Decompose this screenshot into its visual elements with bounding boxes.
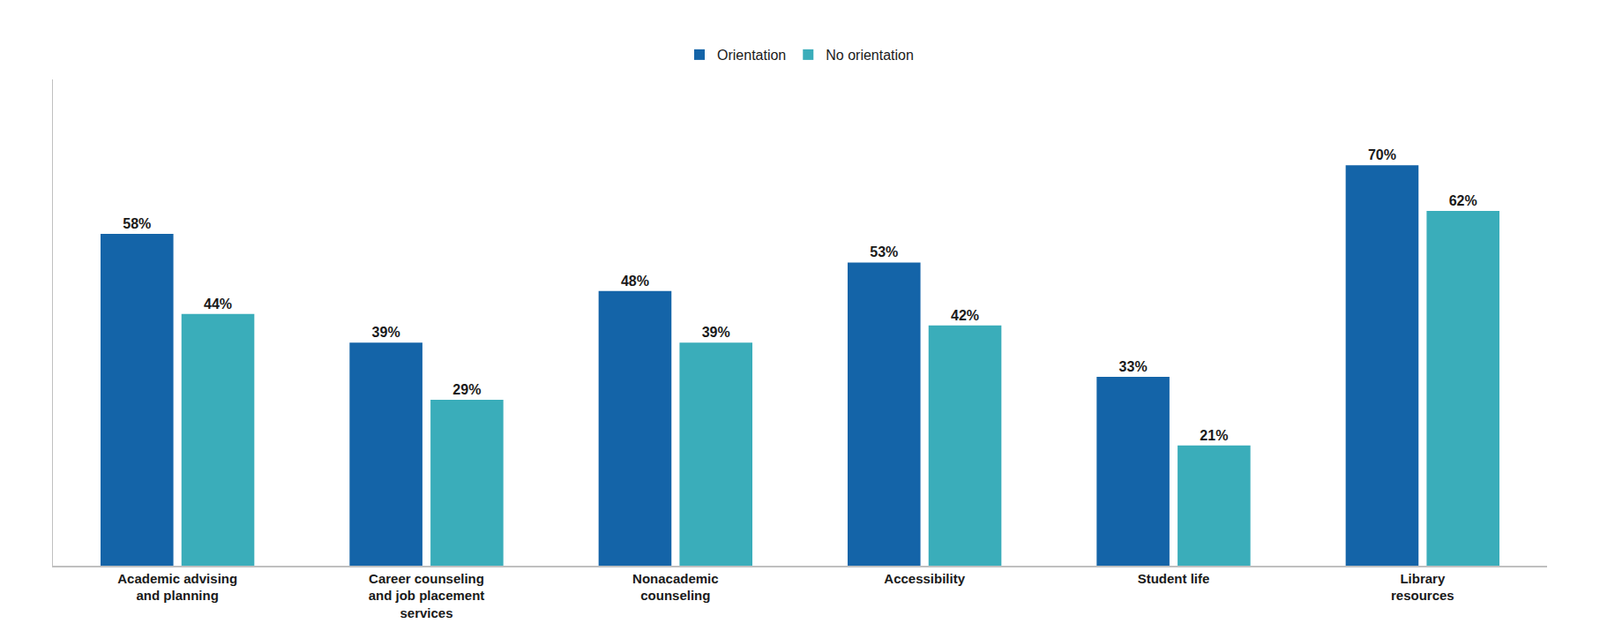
svg-text:39%: 39% xyxy=(372,324,401,340)
svg-text:No orientation: No orientation xyxy=(825,47,914,63)
svg-text:Libraryresources: Libraryresources xyxy=(1390,570,1455,604)
svg-text:Academic advisingand planning: Academic advisingand planning xyxy=(117,570,238,604)
svg-text:Career counselingand job place: Career counselingand job placementservic… xyxy=(368,570,486,621)
svg-text:62%: 62% xyxy=(1449,193,1478,209)
svg-text:42%: 42% xyxy=(950,307,980,323)
svg-text:21%: 21% xyxy=(1199,427,1228,443)
svg-text:39%: 39% xyxy=(702,324,731,340)
svg-text:Orientation: Orientation xyxy=(717,47,786,63)
svg-text:48%: 48% xyxy=(620,273,650,289)
svg-text:29%: 29% xyxy=(452,381,481,397)
svg-text:58%: 58% xyxy=(122,216,151,232)
svg-text:Student life: Student life xyxy=(1137,570,1211,586)
svg-text:Accessibility: Accessibility xyxy=(883,570,965,586)
svg-text:33%: 33% xyxy=(1119,358,1148,374)
svg-text:53%: 53% xyxy=(869,244,898,260)
svg-text:Nonacademiccounseling: Nonacademiccounseling xyxy=(632,570,719,604)
svg-text:44%: 44% xyxy=(203,296,232,312)
svg-text:70%: 70% xyxy=(1368,147,1397,163)
